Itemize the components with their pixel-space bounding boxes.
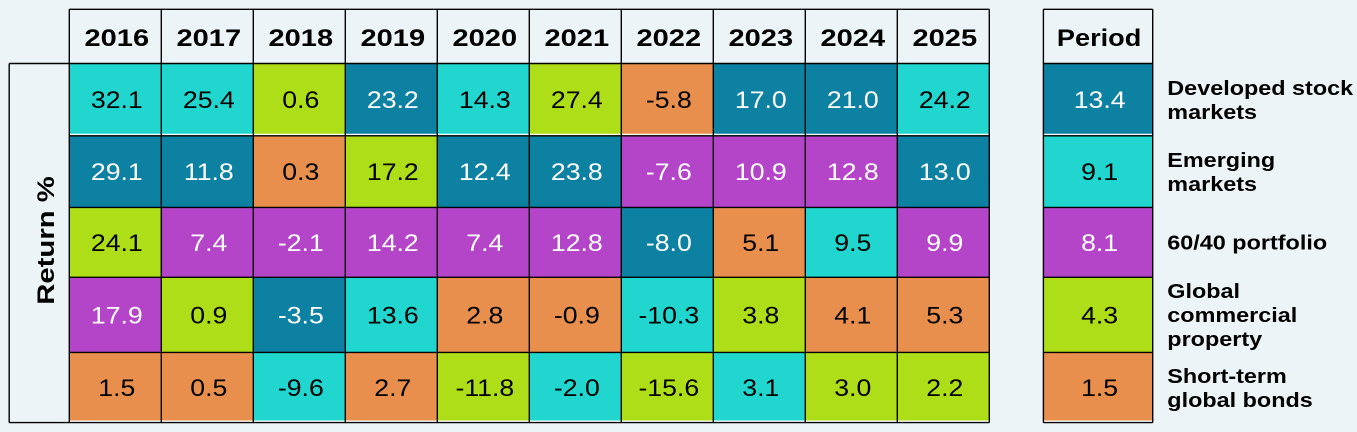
svg-text:14.3: 14.3 [459, 87, 511, 114]
svg-text:11.8: 11.8 [184, 159, 234, 186]
svg-text:2019: 2019 [361, 24, 426, 51]
svg-text:4.1: 4.1 [834, 303, 871, 330]
svg-text:32.1: 32.1 [91, 87, 143, 114]
svg-text:-7.6: -7.6 [646, 159, 692, 186]
svg-text:10.9: 10.9 [735, 159, 787, 186]
svg-text:9.5: 9.5 [834, 230, 871, 257]
svg-text:4.3: 4.3 [1081, 303, 1118, 330]
svg-text:24.2: 24.2 [919, 87, 971, 114]
svg-text:2017: 2017 [177, 24, 242, 51]
svg-text:12.4: 12.4 [459, 159, 511, 186]
svg-text:60/40 portfolio: 60/40 portfolio [1167, 231, 1327, 254]
svg-text:markets: markets [1167, 173, 1257, 196]
svg-text:2.8: 2.8 [466, 303, 503, 330]
svg-text:3.0: 3.0 [834, 375, 871, 402]
svg-text:-2.1: -2.1 [278, 230, 324, 257]
svg-text:0.5: 0.5 [190, 375, 227, 402]
svg-text:1.5: 1.5 [98, 375, 135, 402]
svg-text:2.2: 2.2 [926, 375, 963, 402]
svg-text:27.4: 27.4 [551, 87, 603, 114]
svg-text:-5.8: -5.8 [646, 87, 692, 114]
svg-text:0.3: 0.3 [282, 159, 319, 186]
svg-text:2021: 2021 [545, 24, 610, 51]
svg-text:-3.5: -3.5 [278, 303, 324, 330]
svg-text:9.9: 9.9 [926, 230, 963, 257]
svg-text:5.3: 5.3 [926, 303, 963, 330]
svg-text:21.0: 21.0 [827, 87, 879, 114]
svg-text:7.4: 7.4 [466, 230, 503, 257]
svg-text:23.8: 23.8 [551, 159, 603, 186]
svg-text:0.6: 0.6 [282, 87, 319, 114]
svg-text:2022: 2022 [637, 24, 702, 51]
svg-text:-9.6: -9.6 [278, 375, 324, 402]
svg-text:13.6: 13.6 [367, 303, 419, 330]
svg-text:23.2: 23.2 [367, 87, 419, 114]
svg-text:17.9: 17.9 [91, 303, 143, 330]
svg-text:global bonds: global bonds [1167, 388, 1312, 411]
svg-text:Short-term: Short-term [1167, 364, 1287, 387]
svg-text:5.1: 5.1 [742, 230, 779, 257]
svg-text:property: property [1167, 328, 1262, 351]
svg-text:commercial: commercial [1167, 304, 1297, 327]
svg-text:25.4: 25.4 [183, 87, 235, 114]
svg-text:0.9: 0.9 [190, 303, 227, 330]
svg-text:-10.3: -10.3 [638, 303, 699, 330]
svg-text:14.2: 14.2 [367, 230, 419, 257]
svg-text:2.7: 2.7 [374, 375, 411, 402]
svg-text:2020: 2020 [453, 24, 518, 51]
svg-text:-8.0: -8.0 [646, 230, 692, 257]
svg-text:Global: Global [1167, 280, 1240, 303]
svg-text:-2.0: -2.0 [554, 375, 600, 402]
svg-text:13.4: 13.4 [1074, 87, 1126, 114]
svg-text:8.1: 8.1 [1081, 230, 1118, 257]
svg-text:2024: 2024 [821, 24, 886, 51]
svg-text:2023: 2023 [729, 24, 794, 51]
svg-text:3.1: 3.1 [742, 375, 779, 402]
svg-text:1.5: 1.5 [1081, 375, 1118, 402]
svg-text:2016: 2016 [85, 24, 150, 51]
svg-text:markets: markets [1167, 101, 1257, 124]
svg-text:9.1: 9.1 [1081, 159, 1118, 186]
svg-text:-15.6: -15.6 [638, 375, 699, 402]
svg-text:12.8: 12.8 [551, 230, 603, 257]
svg-text:-11.8: -11.8 [455, 375, 514, 402]
svg-text:2025: 2025 [913, 24, 978, 51]
svg-text:17.0: 17.0 [735, 87, 787, 114]
svg-text:3.8: 3.8 [742, 303, 779, 330]
svg-text:29.1: 29.1 [91, 159, 143, 186]
svg-text:Period: Period [1057, 25, 1141, 51]
svg-text:24.1: 24.1 [91, 230, 143, 257]
svg-text:13.0: 13.0 [919, 159, 971, 186]
svg-text:17.2: 17.2 [367, 159, 419, 186]
svg-text:-0.9: -0.9 [554, 303, 600, 330]
svg-text:12.8: 12.8 [827, 159, 879, 186]
svg-text:2018: 2018 [269, 24, 334, 51]
svg-text:Emerging: Emerging [1167, 149, 1275, 172]
svg-text:Return %: Return % [32, 176, 59, 305]
svg-text:Developed stock: Developed stock [1167, 77, 1354, 100]
svg-text:7.4: 7.4 [190, 230, 227, 257]
